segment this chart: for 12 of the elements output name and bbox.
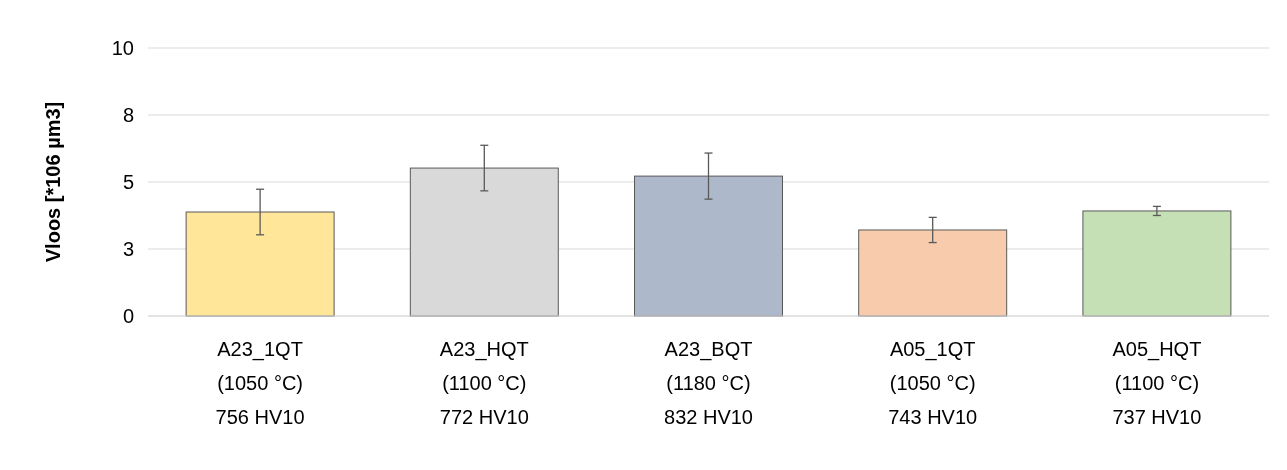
y-tick-label: 10	[111, 37, 134, 59]
y-tick-label: 5	[122, 171, 134, 193]
bar	[1082, 210, 1232, 317]
y-tick-label: 3	[122, 238, 134, 260]
y-tick-label: 0	[122, 305, 134, 327]
x-tick-label: A05_HQT (1100 °C) 737 HV10	[1112, 338, 1202, 428]
x-tick-label: A23_1QT (1050 °C) 756 HV10	[215, 338, 305, 428]
x-tick-label: A23_BQT (1180 °C) 832 HV10	[664, 338, 753, 428]
x-tick-label: A23_HQT (1100 °C) 772 HV10	[439, 338, 529, 428]
y-axis-title: Vloos [*106 µm3]	[42, 101, 64, 263]
y-tick-label: 8	[122, 104, 134, 126]
x-tick-label: A05_1QT (1050 °C) 743 HV10	[888, 338, 978, 428]
